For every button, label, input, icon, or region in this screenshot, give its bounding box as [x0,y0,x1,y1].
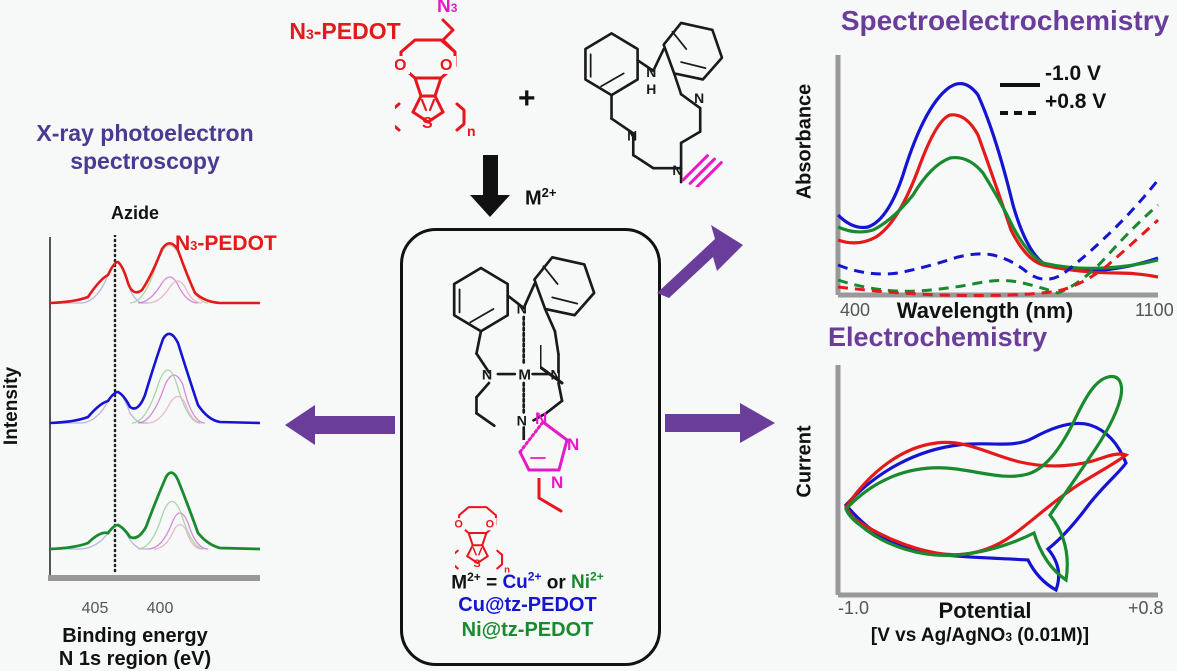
svg-text:S: S [473,558,480,570]
svg-text:H: H [646,81,656,97]
svg-text:N3: N3 [437,0,458,17]
svg-text:O: O [440,57,452,74]
svg-text:N: N [627,127,637,143]
svg-text:M: M [518,366,531,383]
svg-text:O: O [395,57,406,74]
svg-text:N: N [482,367,492,383]
svg-text:n: n [467,123,476,139]
svg-text:N: N [535,412,547,428]
svg-text:N: N [517,301,527,317]
svg-text:O: O [486,519,495,531]
svg-text:O: O [455,519,463,531]
svg-text:N: N [694,90,704,106]
svg-text:N: N [646,64,656,80]
svg-text:S: S [422,115,433,132]
svg-text:N: N [567,435,579,454]
